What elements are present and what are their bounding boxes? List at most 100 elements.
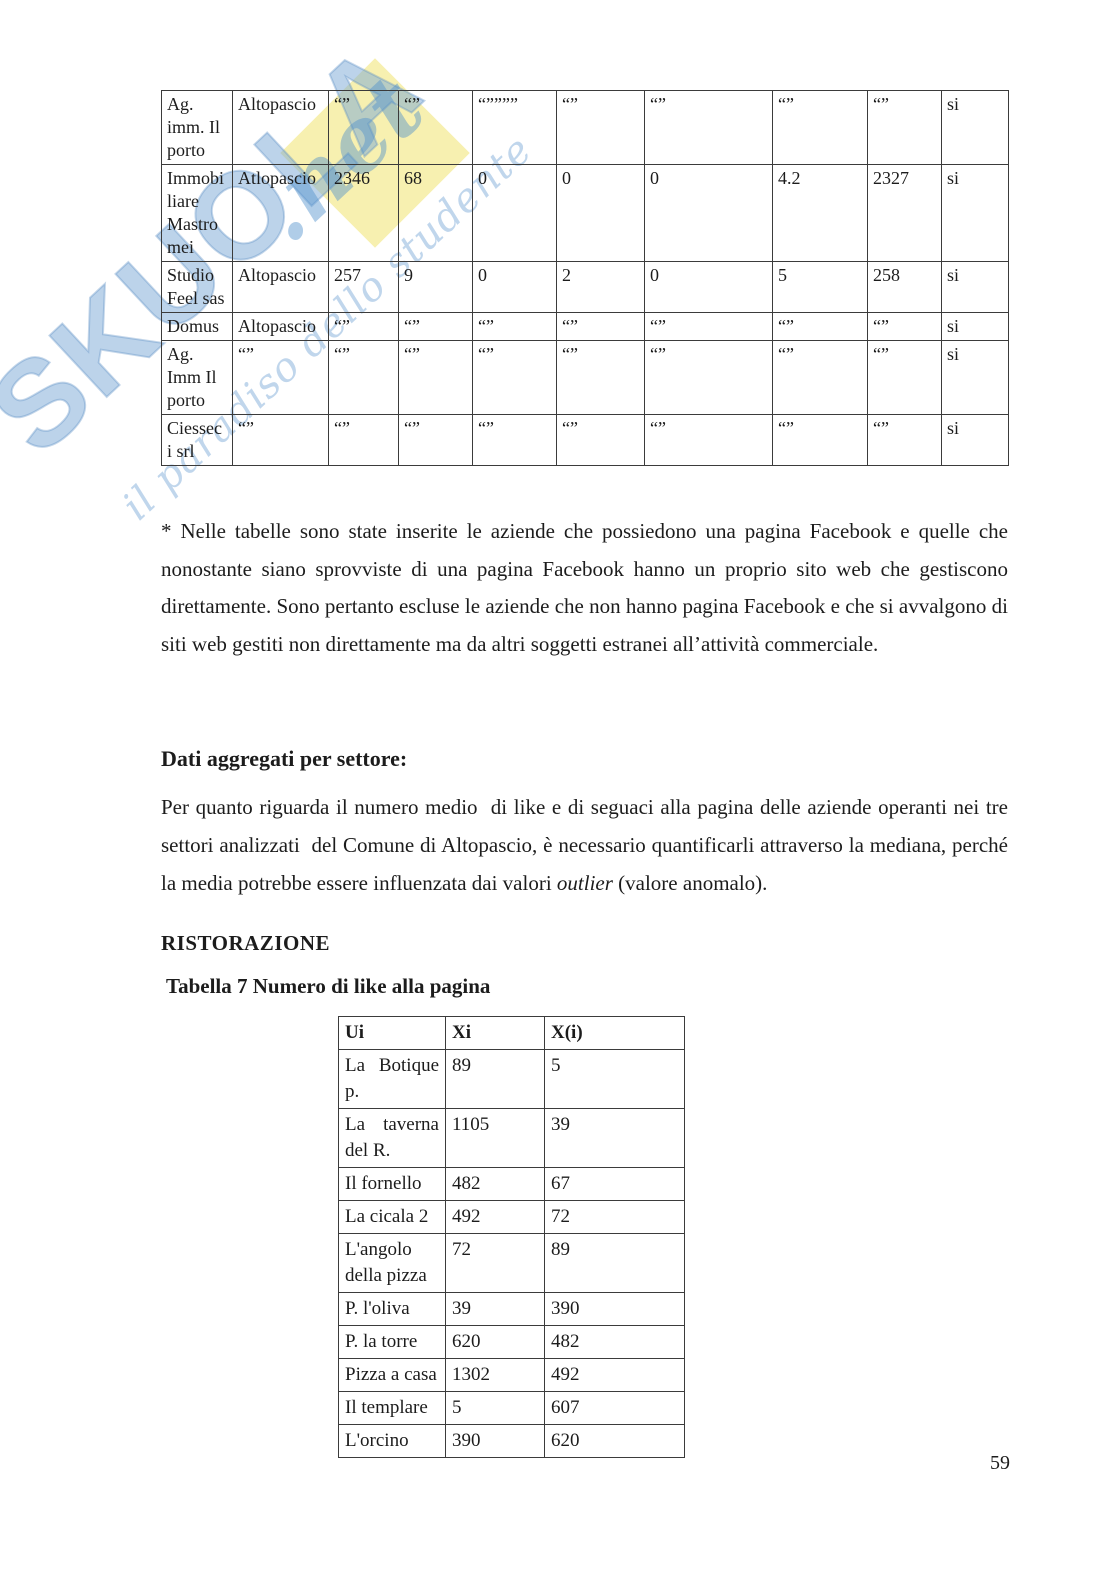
table-cell: si — [941, 312, 1009, 341]
table-cell: “” — [772, 340, 868, 415]
aggregati-text-before: Per quanto riguarda il numero medio di l… — [161, 795, 1014, 895]
table-cell: Altopascio — [232, 261, 329, 313]
table-cell: Atlopascio — [232, 164, 329, 262]
table-cell: “”””” — [472, 90, 557, 165]
table-cell: 0 — [556, 164, 645, 262]
table-cell: “” — [644, 340, 773, 415]
table-cell: si — [941, 90, 1009, 165]
table-cell: 89 — [445, 1049, 545, 1109]
table-cell: Ag. imm. Il porto — [161, 90, 233, 165]
table-cell: 0 — [644, 261, 773, 313]
table-cell: 2346 — [328, 164, 399, 262]
table-cell: 2327 — [867, 164, 942, 262]
table-cell: 257 — [328, 261, 399, 313]
table-cell: 0 — [644, 164, 773, 262]
table7-header-ui: Ui — [338, 1016, 446, 1050]
table-row: Studio Feel sas Altopascio 257 9 0 2 0 5 258 si — [161, 261, 1009, 313]
table-cell: 620 — [544, 1424, 685, 1458]
table-cell: 0 — [472, 164, 557, 262]
table-cell: “” — [867, 90, 942, 165]
table-cell: Studio Feel sas — [161, 261, 233, 313]
table-row: Ciessec i srl “” “” “” “” “” “” “” “” si — [161, 414, 1009, 466]
table-cell: 39 — [445, 1292, 545, 1326]
companies-continuation-table: Ag. imm. Il porto Altopascio “” “” “”””” “” “”… — [161, 90, 1009, 466]
table-cell: “” — [398, 312, 473, 341]
table-cell: si — [941, 340, 1009, 415]
table7-header-xi: Xi — [445, 1016, 545, 1050]
table-row: L'angolo della pizza 72 89 — [338, 1233, 685, 1293]
table-cell: “” — [398, 340, 473, 415]
table7-header-xii: X(i) — [544, 1016, 685, 1050]
table-cell: “” — [328, 312, 399, 341]
table-cell: La cicala 2 — [338, 1200, 446, 1234]
table-cell: “” — [867, 312, 942, 341]
table-cell: 9 — [398, 261, 473, 313]
table-cell: Domus — [161, 312, 233, 341]
table-row: Domus Altopascio “” “” “” “” “” “” “” si — [161, 312, 1009, 341]
companies-table-body: Ag. imm. Il porto Altopascio “” “” “”””” “” “”… — [161, 90, 1009, 466]
table-cell: L'orcino — [338, 1424, 446, 1458]
table-cell: si — [941, 164, 1009, 262]
table7-likes: Ui Xi X(i) La Botique p. 89 5 La taverna de… — [338, 1016, 685, 1458]
table-row: Immobi liare Mastro mei Atlopascio 2346 68 0… — [161, 164, 1009, 262]
table-cell: “” — [644, 90, 773, 165]
table-cell: 68 — [398, 164, 473, 262]
table-cell: “” — [472, 312, 557, 341]
table-cell: P. l'oliva — [338, 1292, 446, 1326]
table-cell: “” — [328, 90, 399, 165]
table-cell: “” — [772, 414, 868, 466]
table-cell: “” — [556, 90, 645, 165]
table-cell: 5 — [445, 1391, 545, 1425]
table-row: La Botique p. 89 5 — [338, 1049, 685, 1109]
table-row: La cicala 2 492 72 — [338, 1200, 685, 1234]
footnote-paragraph: * Nelle tabelle sono state inserite le a… — [161, 519, 1008, 656]
table-cell: 390 — [544, 1292, 685, 1326]
table-row: P. la torre 620 482 — [338, 1325, 685, 1359]
table-cell: 39 — [544, 1108, 685, 1168]
table-cell: “” — [556, 414, 645, 466]
table-cell: “” — [644, 414, 773, 466]
table-cell: 89 — [544, 1233, 685, 1293]
table-cell: 72 — [445, 1233, 545, 1293]
aggregati-paragraph: Per quanto riguarda il numero medio di l… — [161, 788, 1008, 902]
table-cell: “” — [644, 312, 773, 341]
table-cell: “” — [232, 414, 329, 466]
table-cell: 0 — [472, 261, 557, 313]
table-cell: 620 — [445, 1325, 545, 1359]
table-cell: 5 — [544, 1049, 685, 1109]
table-cell: “” — [232, 340, 329, 415]
table-cell: “” — [472, 340, 557, 415]
table-cell: si — [941, 414, 1009, 466]
table-cell: Il templare — [338, 1391, 446, 1425]
table-cell: 492 — [544, 1358, 685, 1392]
table-cell: Ciessec i srl — [161, 414, 233, 466]
table-cell: Il fornello — [338, 1167, 446, 1201]
table-cell: 67 — [544, 1167, 685, 1201]
table7-header-row: Ui Xi X(i) — [338, 1016, 685, 1050]
table-cell: 482 — [544, 1325, 685, 1359]
aggregati-text-after: (valore anomalo). — [612, 871, 768, 895]
table-row: La taverna del R. 1105 39 — [338, 1108, 685, 1168]
table-cell: “” — [328, 414, 399, 466]
table-row: L'orcino 390 620 — [338, 1424, 685, 1458]
section-heading-dati-aggregati: Dati aggregati per settore: — [161, 746, 408, 771]
table-cell: 72 — [544, 1200, 685, 1234]
table-cell: “” — [772, 312, 868, 341]
table7-caption: Tabella 7 Numero di like alla pagina — [166, 974, 491, 998]
table-cell: 4.2 — [772, 164, 868, 262]
table-cell: 482 — [445, 1167, 545, 1201]
table-cell: “” — [328, 340, 399, 415]
section-heading-ristorazione: RISTORAZIONE — [161, 931, 330, 955]
table-cell: “” — [556, 340, 645, 415]
table-cell: 1105 — [445, 1108, 545, 1168]
table-cell: Altopascio — [232, 90, 329, 165]
table-cell: “” — [867, 340, 942, 415]
table-cell: “” — [472, 414, 557, 466]
table-cell: 258 — [867, 261, 942, 313]
table-cell: L'angolo della pizza — [338, 1233, 446, 1293]
table-cell: La Botique p. — [338, 1049, 446, 1109]
table-cell: P. la torre — [338, 1325, 446, 1359]
table-cell: Immobi liare Mastro mei — [161, 164, 233, 262]
